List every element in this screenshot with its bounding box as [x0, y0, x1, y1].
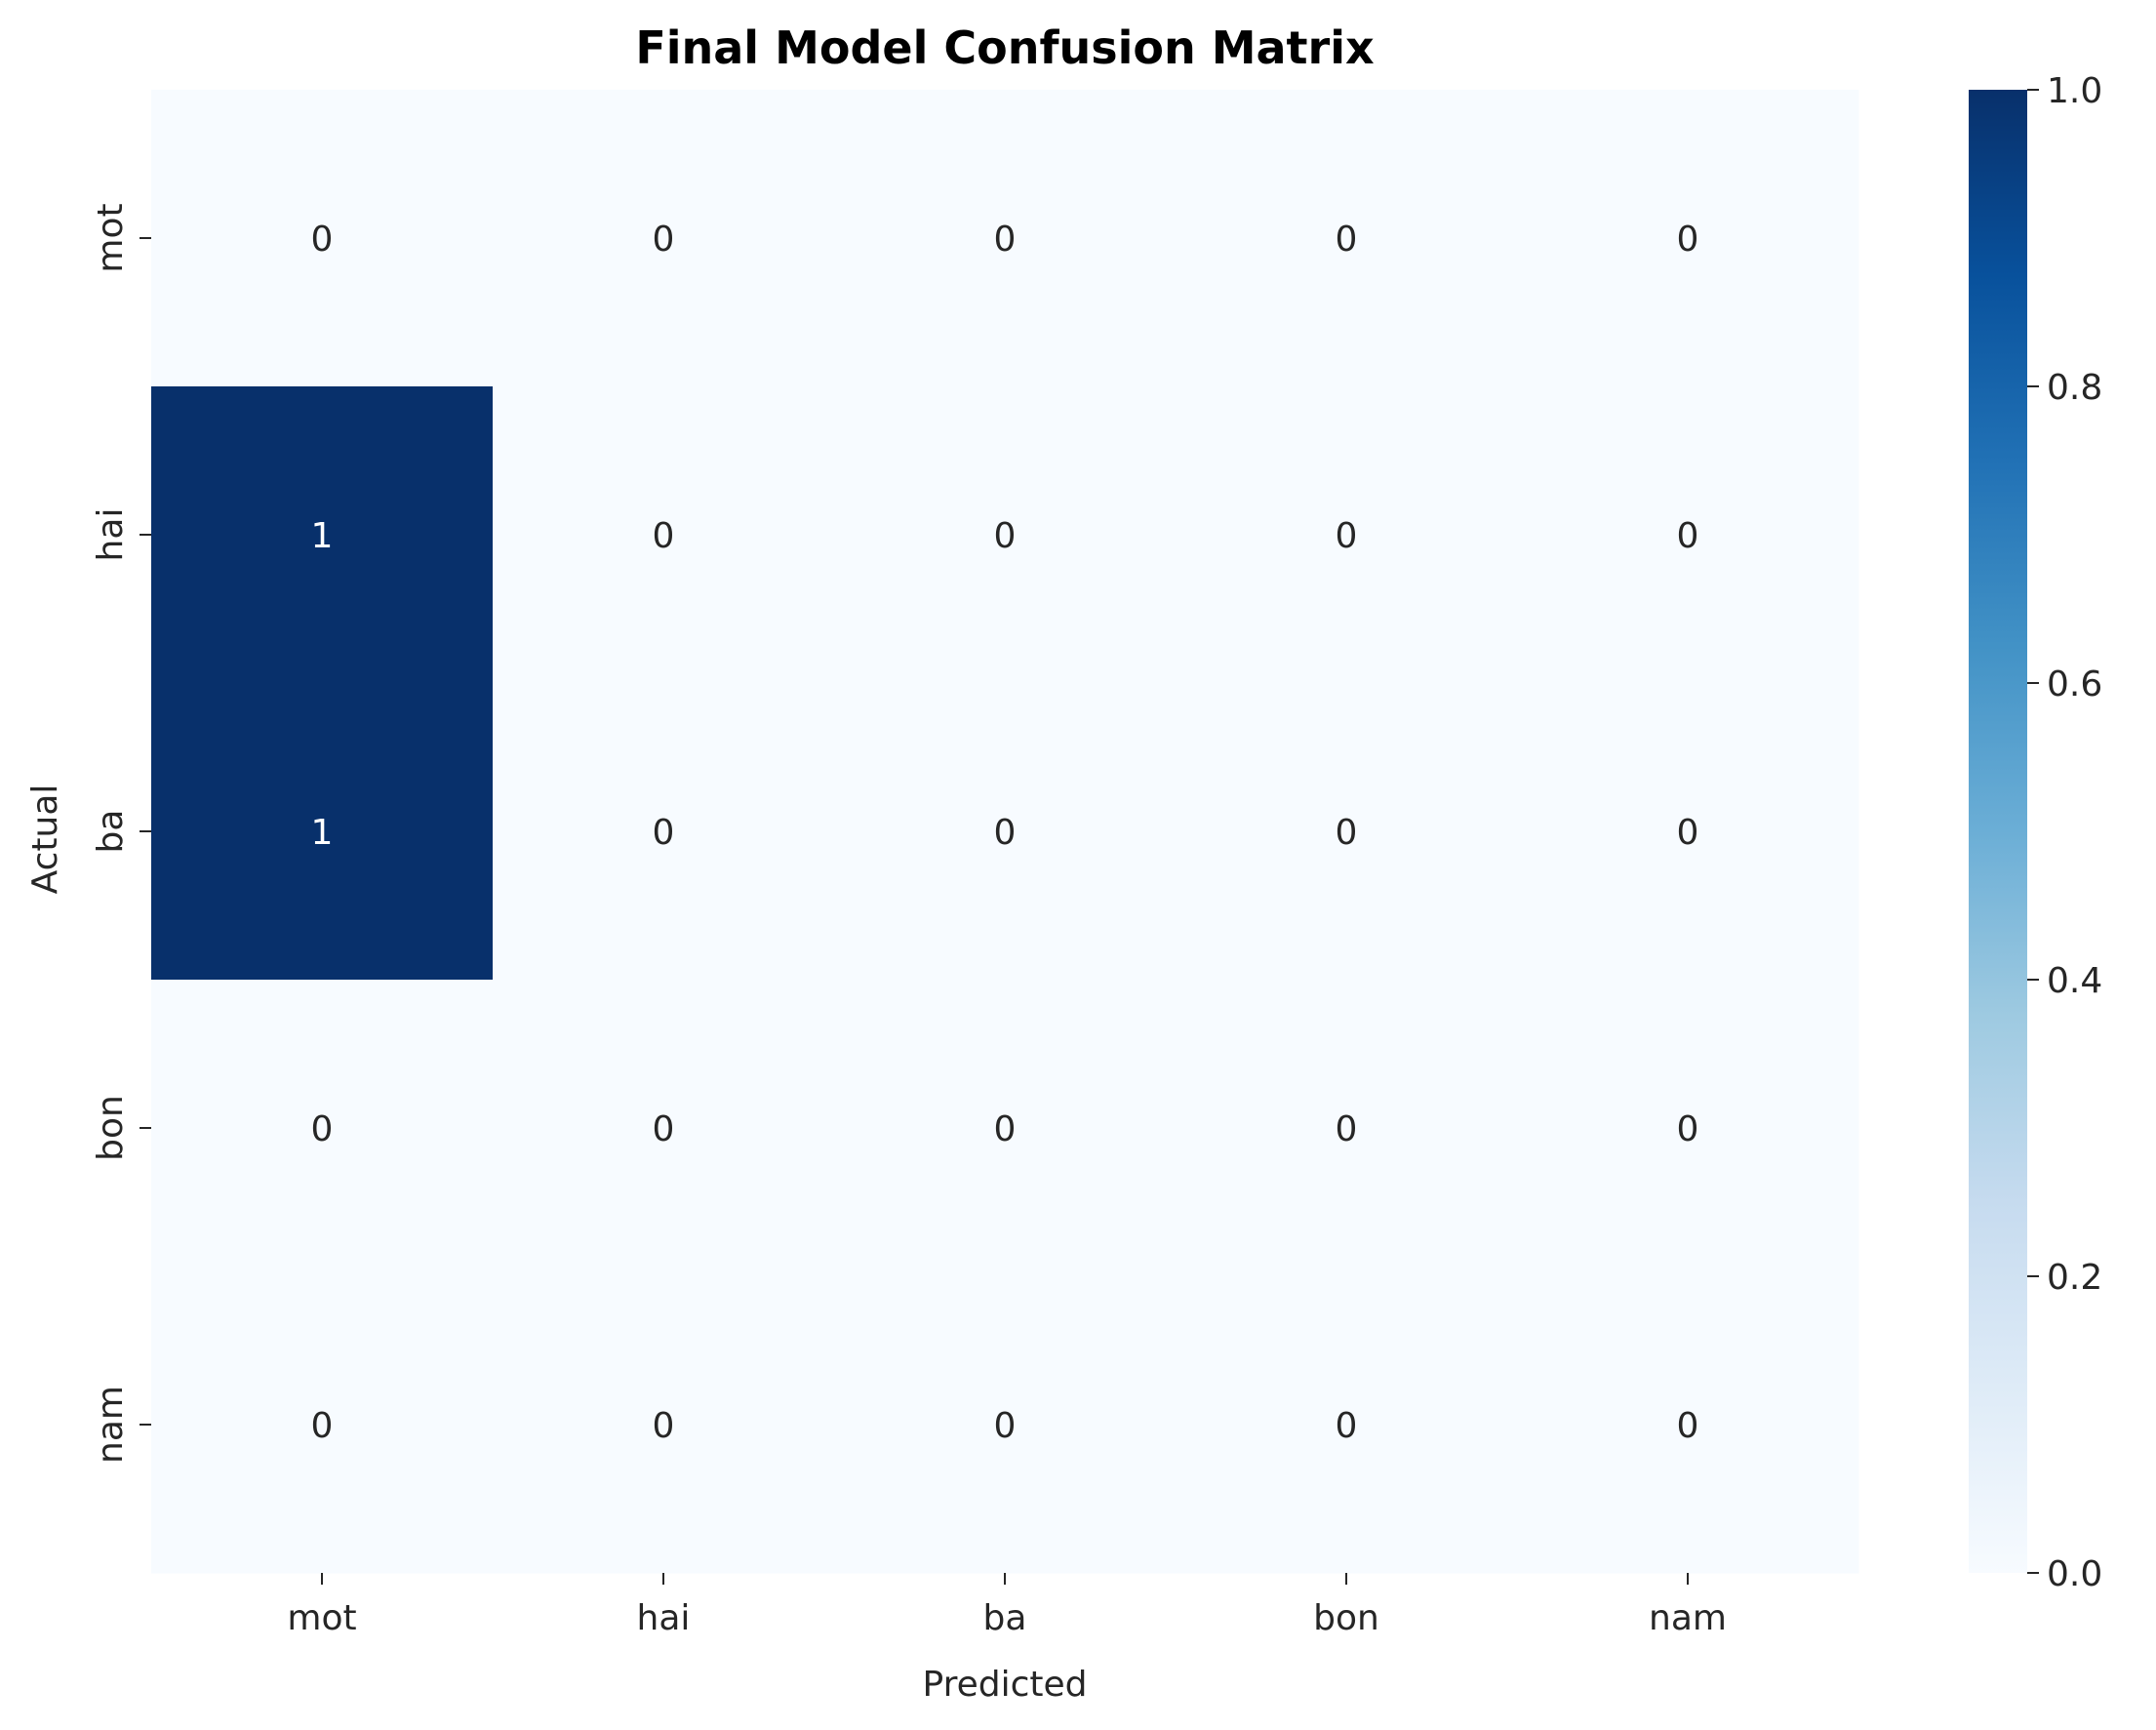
cell-value-label: 0 [653, 813, 675, 853]
heatmap-cell [1176, 1276, 1518, 1574]
x-tick-label: hai [637, 1598, 691, 1638]
cell-value-label: 0 [994, 516, 1017, 556]
cell-value-label: 0 [1336, 1406, 1358, 1446]
y-tick-label: ba [91, 810, 131, 854]
heatmap-cell [493, 386, 835, 684]
cell-value-label: 0 [653, 220, 675, 260]
cell-value-label: 0 [311, 220, 334, 260]
heatmap-cell [1176, 90, 1518, 387]
x-tick-label: bon [1313, 1598, 1379, 1638]
y-axis-label: Actual [25, 785, 65, 895]
heatmap-cell [493, 90, 835, 387]
x-axis-label: Predicted [923, 1665, 1088, 1705]
heatmap-cell-labels: 0 0 0 0 0 1 0 0 0 0 1 0 0 0 0 0 0 0 0 0 0 0 0 0 0 [311, 220, 1699, 1446]
cell-value-label: 0 [311, 1109, 334, 1149]
heatmap-cell [1176, 980, 1518, 1277]
heatmap-cell [151, 683, 494, 981]
heatmap-cell [1176, 386, 1518, 684]
heatmap-cell [834, 90, 1177, 387]
cell-value-label: 0 [311, 1406, 334, 1446]
heatmap-cell [493, 980, 835, 1277]
cell-value-label: 1 [311, 813, 334, 853]
x-tick-label: nam [1649, 1598, 1727, 1638]
heatmap-cell [1517, 1276, 1859, 1574]
cell-value-label: 0 [994, 1406, 1017, 1446]
cell-value-label: 0 [1677, 1406, 1699, 1446]
colorbar-tick-label: 0.8 [2047, 368, 2102, 408]
heatmap-cell [151, 980, 494, 1277]
cell-value-label: 0 [994, 1109, 1017, 1149]
colorbar-tick-label: 0.4 [2047, 961, 2102, 1001]
cell-value-label: 0 [994, 220, 1017, 260]
colorbar [1969, 90, 2027, 1573]
cell-value-label: 0 [994, 813, 1017, 853]
heatmap-cell [1176, 683, 1518, 981]
heatmap-cell [151, 1276, 494, 1574]
cell-value-label: 0 [1677, 220, 1699, 260]
colorbar-ticks: 0.0 0.2 0.4 0.6 0.8 1.0 [2027, 71, 2102, 1594]
cell-value-label: 0 [1336, 1109, 1358, 1149]
cell-value-label: 0 [653, 1406, 675, 1446]
heatmap-cell [493, 683, 835, 981]
x-tick-label: ba [983, 1598, 1027, 1638]
heatmap-cell [834, 1276, 1177, 1574]
y-tick-label: hai [91, 508, 131, 562]
cell-value-label: 0 [1677, 1109, 1699, 1149]
cell-value-label: 1 [311, 516, 334, 556]
heatmap-cell [1517, 980, 1859, 1277]
y-tick-label: nam [91, 1386, 131, 1464]
x-axis-ticks: mot hai ba bon nam [287, 1573, 1727, 1638]
heatmap-cell [1517, 386, 1859, 684]
heatmap-cell [834, 980, 1177, 1277]
colorbar-tick-label: 0.2 [2047, 1258, 2102, 1298]
heatmap-cell [834, 683, 1177, 981]
heatmap-cells [151, 90, 1859, 1574]
heatmap-cell [1517, 90, 1859, 387]
cell-value-label: 0 [1336, 220, 1358, 260]
heatmap-cell [834, 386, 1177, 684]
cell-value-label: 0 [1336, 516, 1358, 556]
cell-value-label: 0 [1677, 813, 1699, 853]
y-tick-label: bon [91, 1095, 131, 1161]
colorbar-tick-label: 1.0 [2047, 71, 2102, 111]
heatmap-cell [151, 90, 494, 387]
chart-title: Final Model Confusion Matrix [635, 21, 1374, 74]
heatmap-cell [493, 1276, 835, 1574]
heatmap-cell [1517, 683, 1859, 981]
y-axis-ticks: mot hai ba bon nam [91, 203, 151, 1464]
colorbar-tick-label: 0.6 [2047, 664, 2102, 704]
cell-value-label: 0 [653, 516, 675, 556]
cell-value-label: 0 [1677, 516, 1699, 556]
colorbar-tick-label: 0.0 [2047, 1554, 2102, 1594]
x-tick-label: mot [287, 1598, 356, 1638]
heatmap-cell [151, 386, 494, 684]
y-tick-label: mot [91, 203, 131, 272]
cell-value-label: 0 [653, 1109, 675, 1149]
cell-value-label: 0 [1336, 813, 1358, 853]
